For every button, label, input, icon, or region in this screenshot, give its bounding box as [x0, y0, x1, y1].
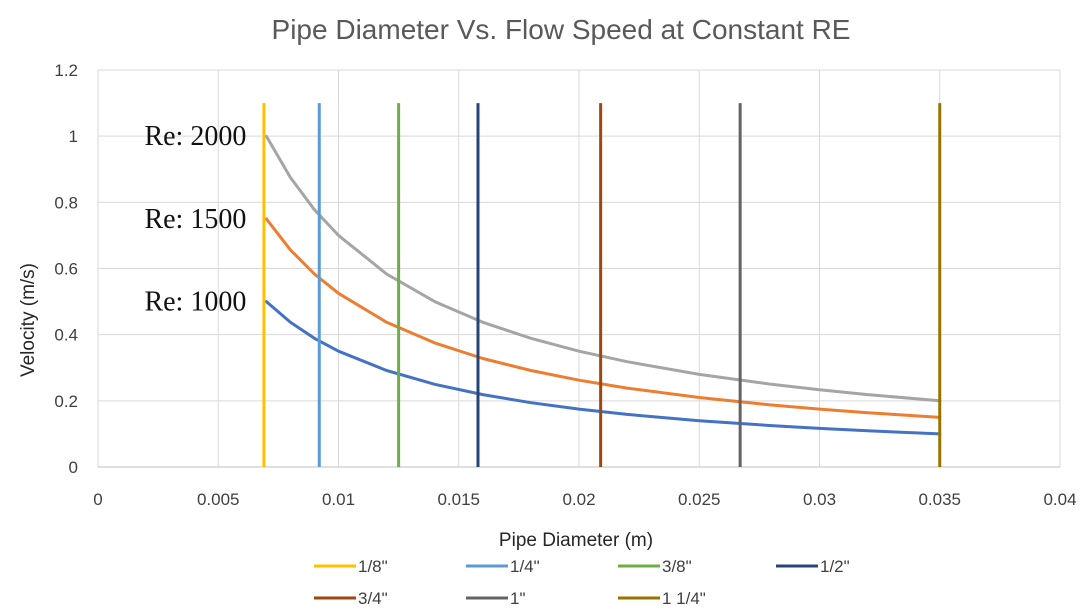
y-tick-label: 0.2 [54, 392, 78, 411]
x-tick-labels: 0 0.005 0.01 0.015 0.02 0.025 0.03 0.035 0.04 [93, 490, 1076, 509]
reynolds-label: Re: 1000 [144, 287, 246, 318]
y-tick-label: 0.6 [54, 260, 78, 279]
reynolds-label: Re: 2000 [144, 121, 246, 152]
grid-lines [97, 69, 1061, 468]
x-tick-label: 0.015 [437, 490, 480, 509]
legend-label: 1/8" [358, 557, 388, 576]
velocity-curve-3 [264, 134, 942, 403]
x-tick-label: 0 [93, 490, 102, 509]
x-tick-label: 0.035 [918, 490, 961, 509]
reynolds-annotations: Re: 1000 Re: 1500 Re: 2000 [144, 121, 246, 317]
y-tick-label: 0.8 [54, 193, 78, 212]
legend-label: 1/2" [820, 557, 850, 576]
chart-title: Pipe Diameter Vs. Flow Speed at Constant… [272, 14, 851, 45]
x-tick-label: 0.005 [197, 490, 240, 509]
x-tick-label: 0.04 [1043, 490, 1076, 509]
legend-label: 1/4" [510, 557, 540, 576]
x-tick-label: 0.01 [322, 490, 355, 509]
y-tick-labels: 0 0.2 0.4 0.6 0.8 1 1.2 [54, 61, 78, 477]
reynolds-label: Re: 1500 [144, 204, 246, 235]
pipe-size-lines [262, 103, 942, 467]
velocity-curve-2 [264, 217, 942, 419]
velocity-curves [264, 134, 942, 436]
legend-label: 3/8" [662, 557, 692, 576]
legend: 1/8" 1/4" 3/8" 1/2" 3/4" 1" 1 1/4" [314, 557, 850, 608]
legend-label: 3/4" [358, 589, 388, 608]
y-tick-label: 1 [69, 127, 78, 146]
velocity-curve-1 [264, 300, 942, 436]
x-tick-label: 0.02 [562, 490, 595, 509]
x-tick-label: 0.025 [678, 490, 721, 509]
y-axis-label: Velocity (m/s) [18, 263, 39, 377]
x-tick-label: 0.03 [803, 490, 836, 509]
y-tick-label: 0.4 [54, 326, 78, 345]
legend-label: 1 1/4" [662, 589, 706, 608]
y-tick-label: 1.2 [54, 61, 78, 80]
y-tick-label: 0 [69, 458, 78, 477]
x-axis-label: Pipe Diameter (m) [499, 530, 653, 551]
legend-label: 1" [510, 589, 526, 608]
